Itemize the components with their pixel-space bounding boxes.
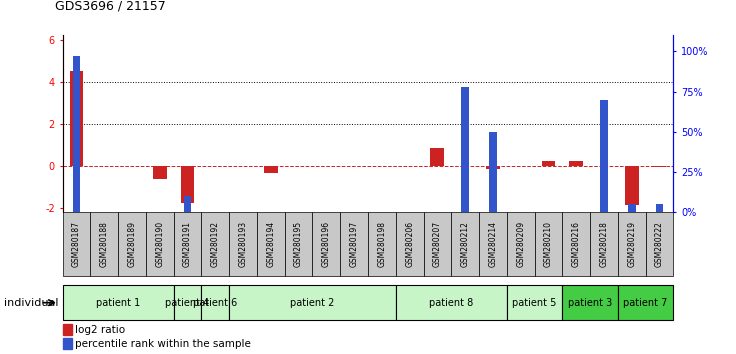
Bar — [285, 212, 313, 276]
Text: log2 ratio: log2 ratio — [75, 325, 126, 335]
Text: GSM280209: GSM280209 — [516, 221, 526, 267]
Bar — [431, 148, 445, 166]
Text: GSM280216: GSM280216 — [572, 221, 581, 267]
Text: GSM280206: GSM280206 — [405, 221, 414, 267]
Bar — [461, 87, 469, 212]
Bar — [645, 212, 673, 276]
Bar — [396, 212, 423, 276]
Bar — [63, 324, 72, 335]
Bar — [69, 71, 83, 166]
Bar — [479, 212, 507, 276]
Text: GSM280194: GSM280194 — [266, 221, 275, 267]
Text: GSM280188: GSM280188 — [99, 221, 109, 267]
Bar — [63, 285, 174, 320]
Bar — [202, 285, 229, 320]
Bar — [625, 166, 639, 205]
Text: GSM280214: GSM280214 — [489, 221, 498, 267]
Text: GSM280187: GSM280187 — [72, 221, 81, 267]
Text: GSM280210: GSM280210 — [544, 221, 553, 267]
Text: GSM280193: GSM280193 — [238, 221, 247, 267]
Bar — [146, 212, 174, 276]
Bar — [423, 212, 451, 276]
Text: patient 8: patient 8 — [429, 298, 473, 308]
Bar — [396, 285, 507, 320]
Text: GSM280190: GSM280190 — [155, 221, 164, 267]
Bar — [174, 212, 202, 276]
Bar — [368, 212, 396, 276]
Bar — [534, 212, 562, 276]
Bar — [340, 212, 368, 276]
Text: GSM280191: GSM280191 — [183, 221, 192, 267]
Bar — [73, 56, 80, 212]
Text: patient 7: patient 7 — [623, 298, 668, 308]
Text: patient 2: patient 2 — [290, 298, 335, 308]
Bar — [202, 212, 229, 276]
Text: GSM280189: GSM280189 — [127, 221, 136, 267]
Bar — [63, 212, 91, 276]
Bar — [257, 212, 285, 276]
Text: patient 1: patient 1 — [96, 298, 141, 308]
Text: percentile rank within the sample: percentile rank within the sample — [75, 339, 251, 349]
Bar — [264, 166, 277, 173]
Bar — [489, 132, 497, 212]
Bar — [570, 161, 583, 166]
Bar — [653, 166, 667, 167]
Bar — [184, 196, 191, 212]
Text: GSM280195: GSM280195 — [294, 221, 303, 267]
Bar — [180, 166, 194, 203]
Text: GSM280192: GSM280192 — [210, 221, 220, 267]
Bar — [229, 285, 396, 320]
Bar — [91, 212, 118, 276]
Bar — [656, 204, 663, 212]
Text: GSM280218: GSM280218 — [600, 221, 609, 267]
Text: GSM280212: GSM280212 — [461, 221, 470, 267]
Bar — [628, 204, 636, 212]
Bar — [118, 212, 146, 276]
Text: patient 4: patient 4 — [166, 298, 210, 308]
Bar — [600, 100, 608, 212]
Text: GSM280196: GSM280196 — [322, 221, 331, 267]
Text: individual: individual — [4, 298, 58, 308]
Bar — [63, 338, 72, 349]
Bar — [451, 212, 479, 276]
Bar — [507, 212, 534, 276]
Bar — [618, 212, 645, 276]
Text: GSM280222: GSM280222 — [655, 221, 664, 267]
Bar — [590, 212, 618, 276]
Text: patient 5: patient 5 — [512, 298, 557, 308]
Text: GDS3696 / 21157: GDS3696 / 21157 — [55, 0, 166, 12]
Bar — [542, 161, 556, 166]
Text: patient 3: patient 3 — [568, 298, 612, 308]
Bar — [562, 212, 590, 276]
Bar — [174, 285, 202, 320]
Text: patient 6: patient 6 — [193, 298, 238, 308]
Bar — [507, 285, 562, 320]
Bar — [229, 212, 257, 276]
Text: GSM280198: GSM280198 — [378, 221, 386, 267]
Text: GSM280207: GSM280207 — [433, 221, 442, 267]
Bar — [313, 212, 340, 276]
Text: GSM280197: GSM280197 — [350, 221, 358, 267]
Bar — [618, 285, 673, 320]
Bar — [486, 166, 500, 169]
Bar — [153, 166, 166, 179]
Text: GSM280219: GSM280219 — [627, 221, 637, 267]
Bar — [562, 285, 618, 320]
